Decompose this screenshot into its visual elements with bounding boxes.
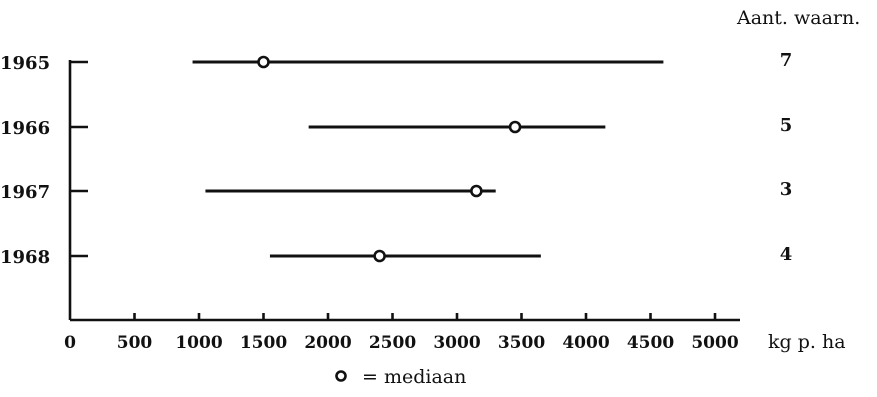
median-marker-1966 [508, 120, 522, 134]
x-tick-label: 5000 [691, 333, 738, 353]
median-marker-1968 [373, 249, 386, 263]
year-label: 1968 [0, 247, 50, 268]
median-marker-1967 [470, 184, 483, 198]
x-tick-label: 2500 [369, 333, 416, 353]
observation-count: 3 [780, 179, 793, 200]
observation-count: 4 [780, 244, 793, 265]
count-column-header: Aant. waarn. [736, 7, 860, 29]
x-tick-label: 0 [64, 333, 76, 353]
year-label: 1967 [0, 182, 50, 203]
year-label: 1966 [0, 118, 50, 139]
x-tick-label: 2000 [304, 333, 351, 353]
legend-median-symbol [335, 370, 347, 382]
x-unit-label: kg p. ha [768, 331, 846, 353]
median-marker-1965 [257, 55, 270, 69]
x-tick-label: 3500 [498, 333, 545, 353]
legend-text: = mediaan [362, 366, 466, 388]
x-tick-label: 1500 [240, 333, 287, 353]
x-tick-label: 500 [117, 333, 153, 353]
observation-count: 7 [780, 50, 793, 71]
rows-layer: 1965 7 1966 5 1967 3 1968 4 [0, 50, 792, 268]
x-tick-label: 4500 [627, 333, 674, 353]
year-label: 1965 [0, 53, 50, 74]
x-tick-label: 3000 [433, 333, 480, 353]
x-ticks-layer: 0 500 1000 1500 2000 2500 3000 3500 4000 4500 5000 [64, 313, 739, 353]
x-tick-label: 1000 [175, 333, 222, 353]
x-tick-label: 4000 [562, 333, 609, 353]
observation-count: 5 [780, 115, 793, 136]
